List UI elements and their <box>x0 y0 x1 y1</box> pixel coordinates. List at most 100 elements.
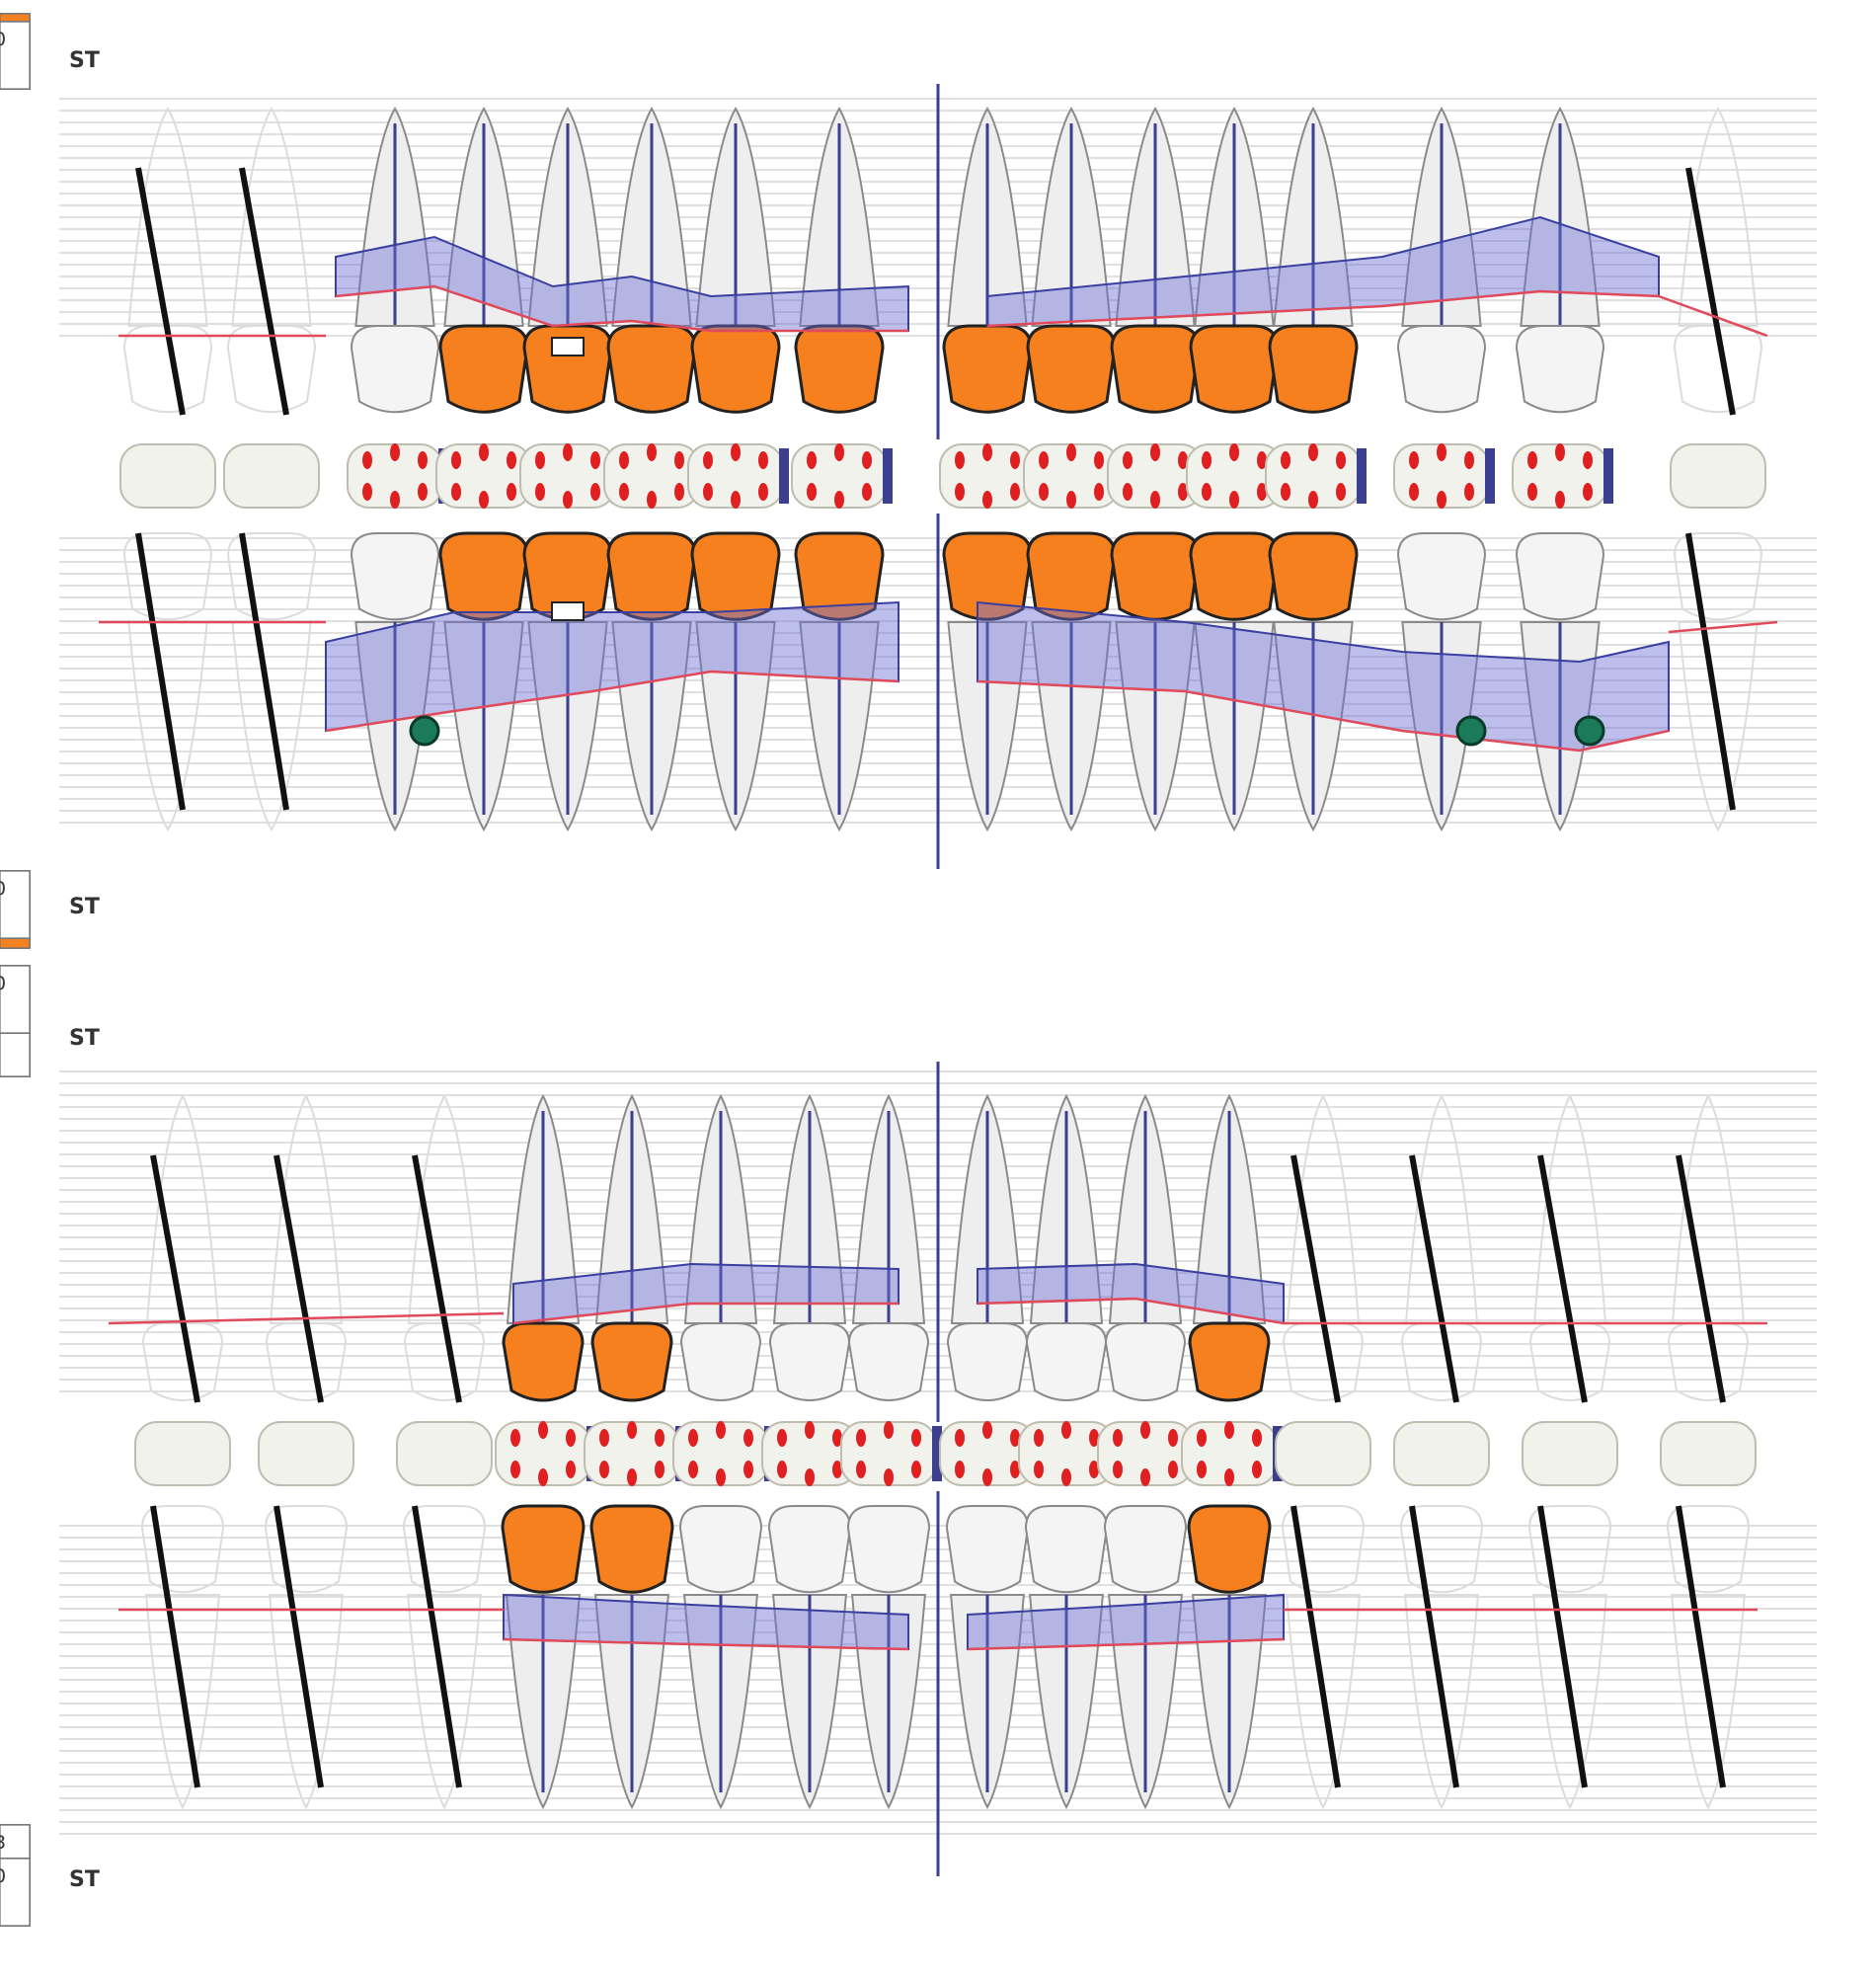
tooth-crown <box>522 324 613 414</box>
missing-tooth-mark <box>1290 1505 1341 1788</box>
bleeding-point <box>805 1421 815 1439</box>
tooth-crown <box>402 1505 487 1594</box>
interproximal-gap <box>1357 448 1367 504</box>
bleeding-point <box>1178 483 1188 501</box>
bleeding-point <box>1010 483 1020 501</box>
lower-buccal-tooth <box>1527 1505 1612 1810</box>
missing-tooth-mark <box>274 1154 324 1403</box>
gingival-margin <box>977 679 1670 752</box>
bleeding-point <box>884 1421 894 1439</box>
bleeding-point <box>647 491 657 509</box>
bleeding-point <box>1281 451 1290 469</box>
bleeding-point <box>1555 491 1565 509</box>
tooth-crown <box>1515 325 1605 414</box>
lower-lingual-tooth <box>946 1093 1029 1401</box>
bleeding-point <box>451 483 461 501</box>
bleeding-point <box>1437 491 1446 509</box>
bleeding-point <box>1168 1429 1178 1447</box>
bleeding-point <box>1150 443 1160 461</box>
bleeding-point <box>955 1429 965 1447</box>
missing-tooth-mark <box>135 532 186 811</box>
lower-buccal-depths: 0000000003333332222222222222222222330000… <box>0 1824 31 1927</box>
upper-occlusal-row <box>119 443 1766 509</box>
bleeding-point <box>563 443 573 461</box>
bleeding-point <box>1437 443 1446 461</box>
lower-buccal-tooth <box>1187 1504 1272 1810</box>
missing-tooth-mark <box>150 1505 200 1788</box>
upper-palatal-tooth <box>522 531 613 832</box>
missing-tooth-mark <box>150 1154 200 1403</box>
occlusal-surface <box>1660 1421 1757 1486</box>
tooth-crown <box>690 324 781 414</box>
lower-lingual-tooth <box>1528 1093 1611 1403</box>
tooth-crown <box>590 1321 673 1402</box>
tooth-crown <box>1281 1505 1366 1594</box>
bleeding-point <box>1336 483 1346 501</box>
tooth-crown <box>1187 1504 1272 1594</box>
tooth-crown <box>1189 531 1280 621</box>
lower-lingual-tooth <box>1188 1093 1271 1402</box>
upper-palatal-tooth <box>1268 531 1359 832</box>
bleeding-point <box>807 483 817 501</box>
tooth-crown <box>1268 531 1359 621</box>
missing-tooth-mark <box>1409 1154 1459 1403</box>
gingival-margin <box>977 1297 1285 1325</box>
gingival-margin <box>503 1637 909 1651</box>
upper-palatal-gum-left <box>325 600 899 733</box>
gingival-margin <box>512 1302 899 1325</box>
lower-lingual-tooth <box>679 1093 762 1401</box>
tooth-crown <box>1110 324 1201 414</box>
missing-tooth-mark <box>412 1154 462 1403</box>
tooth-root <box>1286 1594 1361 1810</box>
bleeding-point <box>911 1461 921 1478</box>
upper-palatal-tooth <box>690 531 781 832</box>
occlusal-surface <box>396 1421 493 1486</box>
upper-palatal-tooth <box>438 531 529 832</box>
tooth-crown <box>264 1505 349 1594</box>
bleeding-point <box>805 1468 815 1486</box>
tooth-crown <box>1396 532 1487 621</box>
bleeding-point <box>1308 443 1318 461</box>
bleeding-point <box>451 451 461 469</box>
bleeding-point <box>1094 451 1104 469</box>
lower-buccal-tooth <box>264 1505 349 1810</box>
bleeding-point <box>955 451 965 469</box>
bleeding-point <box>510 1461 520 1478</box>
bleeding-point <box>1061 1468 1071 1486</box>
bleeding-point <box>834 491 844 509</box>
lower-buccal-tooth <box>140 1505 225 1810</box>
bleeding-point <box>1010 1429 1020 1447</box>
interproximal-gap <box>932 1426 942 1481</box>
tooth-root <box>145 1093 220 1324</box>
bleeding-point <box>1034 1429 1044 1447</box>
interproximal-gap <box>1485 448 1495 504</box>
tooth-crown <box>1024 1505 1109 1594</box>
tooth-crown <box>606 531 697 621</box>
tooth-root <box>127 107 208 327</box>
bleeding-point <box>1409 483 1419 501</box>
gingival-margin <box>325 670 899 733</box>
lower-lingual-gum-left <box>512 1262 899 1325</box>
depth-cell <box>0 21 31 90</box>
bleeding-point <box>1583 451 1593 469</box>
bleeding-point <box>1039 451 1049 469</box>
upper-buccal-tooth <box>942 107 1033 414</box>
bleeding-point <box>955 483 965 501</box>
tooth-crown <box>1399 1505 1484 1594</box>
tooth-crown <box>1026 531 1117 621</box>
bleeding-point <box>1140 1421 1150 1439</box>
lower-buccal-gum-left <box>503 1593 909 1651</box>
bleeding-point <box>1039 483 1049 501</box>
bleeding-point <box>1224 1468 1234 1486</box>
upper-palatal-tooth <box>122 532 213 832</box>
missing-tooth-mark <box>1409 1505 1459 1788</box>
tooth-crown <box>1667 1322 1750 1401</box>
upper-palatal-tooth <box>794 531 885 832</box>
bleeding-point <box>832 1429 842 1447</box>
bleeding-point <box>1464 483 1474 501</box>
bleeding-point <box>1150 491 1160 509</box>
upper-buccal-tooth <box>522 107 613 414</box>
lower-lingual-tooth <box>1104 1093 1187 1401</box>
lower-lingual-tooth <box>265 1093 348 1403</box>
tooth-crown <box>767 1505 852 1594</box>
